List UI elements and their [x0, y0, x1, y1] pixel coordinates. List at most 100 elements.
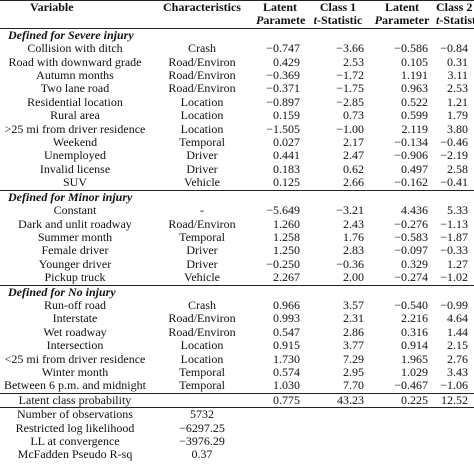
characteristic: Crash [188, 298, 216, 312]
value: 7.29 [343, 352, 364, 366]
section-title: Defined for No injury [0, 284, 474, 299]
value: −0.162 [394, 176, 428, 190]
data-row: Collision with ditch Crash −0.747 −3.66 −0.5… [0, 42, 474, 55]
value: 0.429 [273, 55, 300, 69]
characteristic: - [200, 204, 204, 218]
value: 3.43 [447, 365, 468, 379]
value: 0.966 [273, 298, 300, 312]
variable: Constant [53, 204, 97, 218]
stat-label: LL at convergence [30, 435, 120, 448]
variable: Residential location [27, 95, 123, 109]
empty-cell [254, 448, 474, 461]
value: 2.83 [343, 244, 364, 258]
value: 7.70 [343, 379, 364, 393]
value: 0.914 [401, 339, 428, 353]
value: −1.72 [336, 69, 364, 83]
variable: Dark and unlit roadway [18, 217, 132, 231]
variable: Unemployed [44, 149, 106, 163]
value: 0.62 [343, 162, 364, 176]
characteristic: Driver [186, 257, 218, 271]
value: 2.76 [447, 352, 468, 366]
value: 1.191 [401, 69, 428, 83]
empty-cell [254, 435, 474, 448]
characteristic: Crash [188, 42, 216, 56]
characteristic: Road/Environ [168, 55, 236, 69]
value: −0.274 [394, 271, 428, 285]
characteristic: Road/Environ [168, 217, 236, 231]
value: 0.329 [401, 257, 428, 271]
variable: Younger driver [38, 257, 112, 271]
header-cell: Parameter [254, 14, 306, 29]
value: 0.027 [273, 136, 300, 150]
variable: Autumn months [36, 69, 114, 83]
value: 4.64 [447, 312, 468, 326]
value: 0.574 [273, 365, 300, 379]
characteristic: Temporal [179, 365, 225, 379]
value: 1.76 [343, 230, 364, 244]
variable: Road with downward grade [8, 55, 142, 69]
value: 2.15 [447, 339, 468, 353]
characteristic: Location [180, 339, 224, 353]
value: −0.36 [336, 257, 364, 271]
value: −0.41 [440, 176, 468, 190]
variable: Two lane road [40, 82, 110, 96]
value: −0.134 [394, 136, 428, 150]
value: −1.00 [336, 122, 364, 136]
value: 2.66 [343, 176, 364, 190]
characteristic: Road/Environ [168, 312, 236, 326]
data-row: Two lane road Road/Environ −0.371 −1.75 0.96… [0, 82, 474, 95]
variable: Pickup truck [44, 271, 106, 285]
header-row: Variable Characteristics Latent Class 1 Late… [0, 0, 474, 15]
data-row: Residential location Location −0.897 −2.85 0… [0, 96, 474, 109]
value: 1.029 [401, 365, 428, 379]
data-row: Constant - −5.649 −3.21 4.436 5.33 [0, 204, 474, 217]
value: 1.21 [447, 95, 468, 109]
value: 0.159 [273, 109, 300, 123]
stat-label: Restricted log likelihood [15, 421, 135, 435]
characteristic: Temporal [179, 136, 225, 150]
variable: Wet roadway [43, 325, 107, 339]
value: 2.58 [447, 162, 468, 176]
stat-label: Number of observations [17, 407, 133, 422]
data-row: >25 mi from driver residence Location −1.5… [0, 123, 474, 136]
characteristic: Road/Environ [168, 82, 236, 96]
section-heading: Defined for No injury [0, 284, 474, 299]
data-row: Between 6 p.m. and midnight Temporal 1.030… [0, 379, 474, 393]
characteristic: Temporal [179, 230, 225, 244]
latent-label: Latent class probability [0, 392, 150, 409]
value: 3.11 [447, 69, 468, 83]
header-cell: t-Statistic [434, 14, 474, 29]
variable: Collision with ditch [27, 42, 123, 56]
value: 1.965 [401, 352, 428, 366]
variable: Female driver [41, 244, 109, 258]
value: −0.46 [440, 136, 468, 150]
data-row: Road with downward grade Road/Environ 0.42… [0, 56, 474, 69]
value: 0.73 [343, 109, 364, 123]
data-row: Weekend Temporal 0.027 2.17 −0.134 −0.46 [0, 136, 474, 149]
characteristic: Driver [186, 244, 218, 258]
characteristic: Location [180, 352, 224, 366]
header-cell: Characteristics [150, 0, 254, 15]
value: −1.13 [440, 217, 468, 231]
value: −1.505 [266, 122, 300, 136]
value: 2.216 [401, 312, 428, 326]
value: −0.371 [266, 82, 300, 96]
value: −3.21 [336, 204, 364, 218]
characteristic: Location [180, 109, 224, 123]
value: −0.33 [440, 244, 468, 258]
header-cell: t-Statistic [306, 14, 370, 29]
variable: >25 mi from driver residence [4, 122, 146, 136]
stat-value: −6297.25 [179, 421, 225, 435]
value: 4.436 [401, 204, 428, 218]
value: 0.225 [370, 392, 434, 409]
empty-cell [254, 422, 474, 435]
value: 0.316 [401, 325, 428, 339]
data-row: Rural area Location 0.159 0.73 0.599 1.79 [0, 109, 474, 122]
data-row: Run-off road Crash 0.966 3.57 −0.540 −0.99 [0, 299, 474, 312]
value: 43.23 [306, 392, 370, 409]
value: 0.441 [273, 149, 300, 163]
value: −0.467 [394, 379, 428, 393]
characteristic: Road/Environ [168, 325, 236, 339]
header-cell: Variable [0, 0, 150, 15]
data-row: Unemployed Driver 0.441 2.47 −0.906 −2.19 [0, 149, 474, 162]
